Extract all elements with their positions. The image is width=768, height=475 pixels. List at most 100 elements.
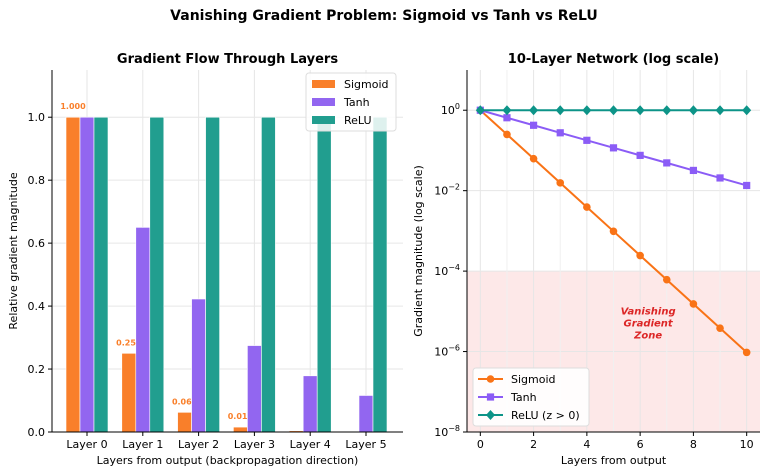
data-label: 1.000 xyxy=(60,102,86,111)
point-relu xyxy=(635,105,645,116)
point-sigmoid xyxy=(716,324,724,332)
point-relu xyxy=(529,105,539,116)
bar-tanh xyxy=(302,375,318,433)
point-tanh xyxy=(503,114,511,122)
legend: Sigmoid Tanh ReLU xyxy=(305,72,397,132)
vanishing-zone-annotation: Gradient xyxy=(624,318,674,329)
point-relu xyxy=(582,105,592,116)
point-relu xyxy=(688,105,698,116)
point-sigmoid xyxy=(636,251,644,260)
point-sigmoid xyxy=(742,348,751,357)
bar-relu xyxy=(149,116,165,433)
point-relu xyxy=(742,105,752,116)
legend-swatch xyxy=(312,116,335,124)
legend: Sigmoid Tanh ReLU (z > 0) xyxy=(472,367,590,427)
bar-relu xyxy=(372,116,388,433)
figure-title: Vanishing Gradient Problem: Sigmoid vs T… xyxy=(170,8,598,24)
point-relu xyxy=(555,105,565,116)
x-tick-label: 10 xyxy=(740,438,754,451)
bar-tanh xyxy=(247,345,262,433)
point-sigmoid xyxy=(503,130,511,139)
point-sigmoid xyxy=(609,227,618,236)
left-chart: 0.0 0.2 0.4 0.6 0.8 1.0 Layer 0 Layer 1 Layer 2 L… xyxy=(7,52,403,467)
y-tick-label: 10−6 xyxy=(434,344,460,359)
point-tanh xyxy=(636,151,644,159)
chart-title: 10-Layer Network (log scale) xyxy=(508,52,719,67)
legend-box xyxy=(472,367,590,427)
x-tick-label: 6 xyxy=(637,438,644,451)
y-tick-label: 0.4 xyxy=(28,300,46,313)
point-tanh xyxy=(663,159,671,167)
point-tanh xyxy=(743,181,751,190)
bar-sigmoid xyxy=(177,412,192,433)
point-tanh xyxy=(556,129,564,137)
point-tanh xyxy=(716,174,724,182)
bar-tanh xyxy=(358,395,374,433)
point-sigmoid xyxy=(662,275,671,284)
y-tick-label: 1.0 xyxy=(28,111,46,124)
x-tick-label: Layer 2 xyxy=(178,438,219,451)
x-tick-label: Layer 0 xyxy=(66,438,107,451)
legend-label: Sigmoid xyxy=(511,373,556,386)
legend-swatch xyxy=(312,98,335,106)
bar-sigmoid xyxy=(121,353,137,433)
data-label: 0.016 xyxy=(228,412,254,421)
bar-sigmoid xyxy=(65,116,81,433)
bar-relu xyxy=(316,116,332,433)
vanishing-zone-annotation: Vanishing xyxy=(621,306,676,317)
chart-title: Gradient Flow Through Layers xyxy=(117,52,338,67)
x-tick-label: Layer 4 xyxy=(290,438,331,451)
vanishing-zone-annotation: Zone xyxy=(633,330,662,341)
y-tick-label: 0.8 xyxy=(28,174,46,187)
legend-label: ReLU xyxy=(344,114,372,127)
y-tick-label: 10−4 xyxy=(434,263,460,278)
point-tanh xyxy=(689,166,698,175)
bar-relu xyxy=(261,116,276,433)
point-sigmoid xyxy=(689,300,698,308)
legend-label: Tanh xyxy=(343,96,370,109)
bar-tanh xyxy=(191,298,206,433)
point-sigmoid xyxy=(556,179,565,187)
bar-relu xyxy=(93,116,109,433)
legend-marker xyxy=(486,393,495,401)
bar-tanh xyxy=(135,227,151,433)
y-axis-label: Gradient magnitude (log scale) xyxy=(412,165,425,337)
x-tick-label: 8 xyxy=(690,438,697,451)
y-axis-label: Relative gradient magnitude xyxy=(7,172,20,329)
legend-label: Tanh xyxy=(510,391,537,404)
legend-marker xyxy=(486,375,495,383)
x-tick-label: 0 xyxy=(477,438,484,451)
y-tick-label: 100 xyxy=(441,102,460,117)
point-tanh xyxy=(529,121,538,129)
y-tick-label: 10−2 xyxy=(434,183,460,198)
x-tick-label: Layer 5 xyxy=(345,438,386,451)
x-tick-label: 4 xyxy=(583,438,590,451)
legend-swatch xyxy=(312,80,335,88)
y-tick-label: 0.6 xyxy=(28,237,46,250)
point-relu xyxy=(715,105,725,116)
bar-relu xyxy=(205,116,220,433)
data-label: 0.062 xyxy=(172,397,197,406)
bar-sigmoid xyxy=(233,426,248,433)
legend-label: Sigmoid xyxy=(344,78,389,91)
point-sigmoid xyxy=(529,154,538,163)
y-tick-label: 10−8 xyxy=(434,424,460,439)
x-tick-label: Layer 3 xyxy=(234,438,275,451)
x-tick-label: 2 xyxy=(530,438,537,451)
point-relu xyxy=(502,105,512,116)
point-relu xyxy=(609,105,618,116)
data-label: 0.250 xyxy=(116,338,142,347)
bar-tanh xyxy=(79,116,95,433)
point-relu xyxy=(475,105,485,116)
legend-marker xyxy=(486,410,495,420)
x-axis-label: Layers from output xyxy=(561,454,667,467)
legend-label: ReLU (z > 0) xyxy=(511,409,580,422)
point-tanh xyxy=(609,144,618,152)
x-axis-label: Layers from output (backpropagation dire… xyxy=(97,454,359,467)
y-tick-label: 0.0 xyxy=(28,426,46,439)
point-tanh xyxy=(583,136,591,144)
point-relu xyxy=(662,105,672,116)
